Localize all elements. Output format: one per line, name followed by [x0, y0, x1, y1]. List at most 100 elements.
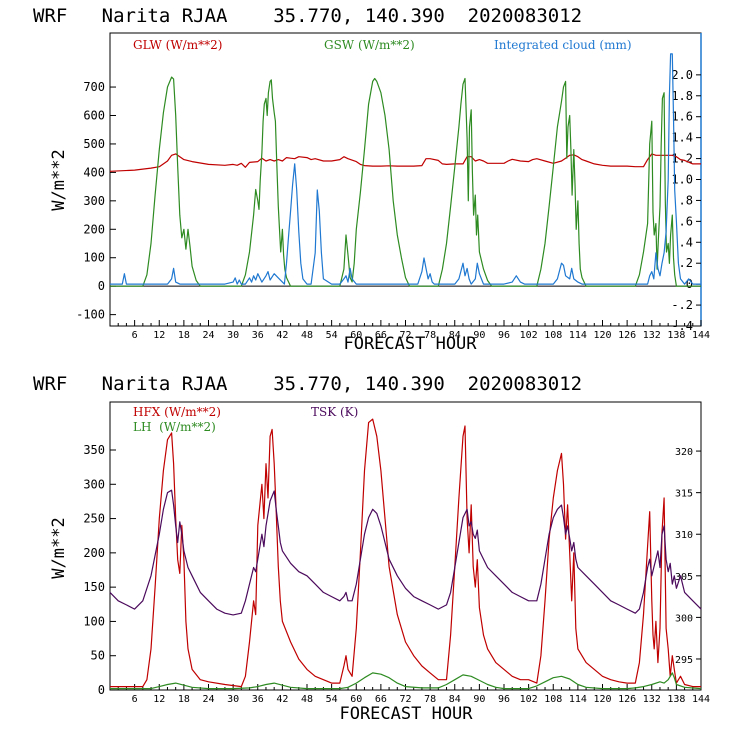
x-tick-label: 138 [667, 694, 685, 705]
chart-title: WRF Narita RJAA 35.770, 140.390 20200830… [33, 373, 582, 395]
x-tick-label: 24 [202, 330, 214, 341]
series-line-integrated [110, 53, 701, 285]
x-tick-label: 84 [449, 694, 461, 705]
x-tick-label: 126 [618, 330, 636, 341]
chart-title: WRF Narita RJAA 35.770, 140.390 20200830… [33, 5, 582, 27]
x-tick-label: 78 [424, 330, 436, 341]
y2-tick-label: 320 [675, 447, 693, 458]
legend-lh: LH (W/m**2) [133, 420, 216, 434]
y2-tick-label: 0 [686, 277, 693, 291]
x-tick-label: 120 [593, 694, 611, 705]
legend-integrated-cloud: Integrated cloud (mm) [494, 38, 632, 52]
y-tick-label: 100 [83, 251, 105, 265]
y2-tick-label: 1.8 [671, 89, 693, 103]
x-tick-label: 66 [375, 330, 387, 341]
y-tick-label: 250 [83, 512, 105, 526]
y-axis-label: W/m**2 [49, 149, 69, 210]
y2-tick-label: 310 [675, 530, 693, 541]
x-tick-label: 114 [569, 330, 587, 341]
x-tick-label: 30 [227, 694, 239, 705]
x-tick-label: 72 [399, 694, 411, 705]
x-axis-label: FORECAST HOUR [343, 334, 477, 354]
x-tick-label: 36 [252, 330, 264, 341]
x-tick-label: 144 [692, 330, 710, 341]
y-tick-label: 0 [98, 279, 105, 293]
x-tick-label: 36 [252, 694, 264, 705]
y2-tick-label: 315 [675, 489, 693, 500]
x-tick-label: 84 [449, 330, 461, 341]
x-tick-label: 54 [326, 694, 338, 705]
legend-glw: GLW (W/m**2) [133, 38, 222, 52]
y2-tick-label: 1.6 [671, 110, 693, 124]
y2-tick-label: 305 [675, 572, 693, 583]
y2-tick-label: .2 [679, 256, 693, 270]
y-tick-label: 600 [83, 108, 105, 122]
y2-tick-label: .8 [679, 193, 693, 207]
y-tick-label: 500 [83, 137, 105, 151]
x-tick-label: 42 [276, 694, 288, 705]
y-tick-label: 350 [83, 443, 105, 457]
y-tick-label: 300 [83, 477, 105, 491]
y2-tick-label: 1.0 [671, 173, 693, 187]
y-tick-label: 200 [83, 222, 105, 236]
y-tick-label: 300 [83, 194, 105, 208]
series-line-glw [109, 153, 701, 172]
chart-top: WRF Narita RJAA 35.770, 140.390 20200830… [33, 5, 710, 354]
x-tick-label: 90 [473, 694, 485, 705]
x-tick-label: 144 [692, 694, 710, 705]
x-axis-label: FORECAST HOUR [339, 704, 473, 724]
x-tick-label: 60 [350, 694, 362, 705]
y2-tick-label: 300 [675, 613, 693, 624]
x-tick-label: 78 [424, 694, 436, 705]
y2-tick-label: 1.4 [671, 131, 693, 145]
x-tick-label: 108 [544, 330, 562, 341]
x-tick-label: 54 [326, 330, 338, 341]
x-tick-label: 96 [498, 330, 510, 341]
x-tick-label: 72 [399, 330, 411, 341]
y2-tick-label: .4 [679, 235, 693, 249]
legend-tsk: TSK (K) [311, 405, 358, 419]
series-line-tsk [109, 489, 702, 616]
y-axis-label: W/m**2 [49, 517, 69, 578]
y-tick-label: 50 [91, 649, 105, 663]
x-tick-label: 24 [202, 694, 214, 705]
y-tick-label: 700 [83, 80, 105, 94]
series-line-hfx [110, 418, 701, 688]
x-tick-label: 132 [643, 330, 661, 341]
x-tick-label: 102 [520, 330, 538, 341]
y-tick-label: 200 [83, 546, 105, 560]
y2-tick-label: -.4 [671, 319, 693, 333]
x-tick-label: 6 [132, 694, 138, 705]
x-tick-label: 30 [227, 330, 239, 341]
series-line-lh [110, 672, 702, 690]
x-tick-label: 90 [473, 330, 485, 341]
x-tick-label: 132 [643, 694, 661, 705]
x-tick-label: 138 [667, 330, 685, 341]
x-tick-label: 66 [375, 694, 387, 705]
y2-tick-label: .6 [679, 214, 693, 228]
legend-gsw: GSW (W/m**2) [324, 38, 415, 52]
x-tick-label: 12 [153, 694, 165, 705]
plot-frame [109, 401, 702, 691]
x-tick-label: 42 [276, 330, 288, 341]
y-tick-label: 400 [83, 165, 105, 179]
x-tick-label: 18 [178, 694, 190, 705]
x-tick-label: 18 [178, 330, 190, 341]
y-tick-label: 0 [98, 683, 105, 697]
series-line-gsw [110, 76, 701, 287]
x-tick-label: 12 [153, 330, 165, 341]
x-tick-label: 6 [132, 330, 138, 341]
y-tick-label: 100 [83, 614, 105, 628]
x-tick-label: 48 [301, 694, 313, 705]
plot-frame [109, 32, 702, 327]
x-tick-label: 126 [618, 694, 636, 705]
chart-bottom: WRF Narita RJAA 35.770, 140.390 20200830… [33, 373, 710, 724]
x-tick-label: 96 [498, 694, 510, 705]
x-tick-label: 120 [593, 330, 611, 341]
x-tick-label: 108 [544, 694, 562, 705]
x-tick-label: 60 [350, 330, 362, 341]
x-tick-label: 48 [301, 330, 313, 341]
y2-tick-label: 295 [675, 655, 693, 666]
legend-hfx: HFX (W/m**2) [133, 405, 221, 419]
